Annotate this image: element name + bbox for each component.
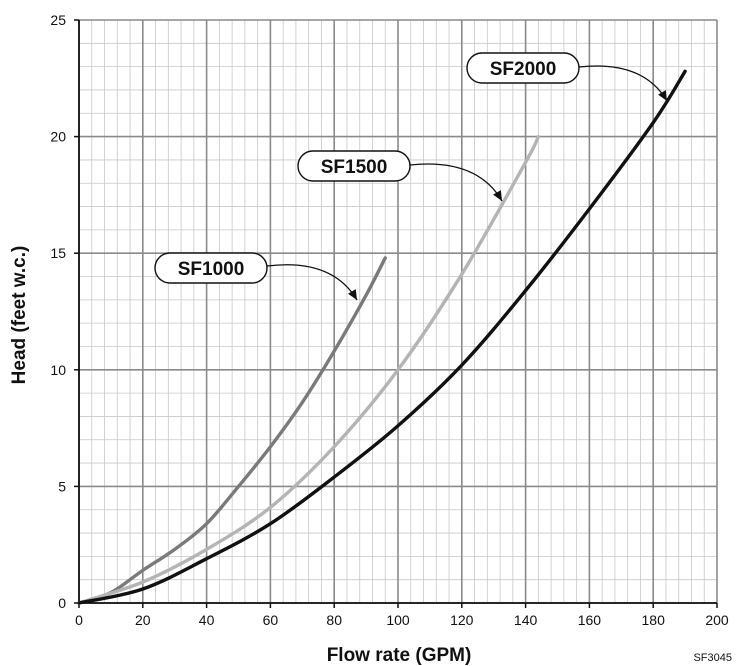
- callout-box-sf1500: [297, 150, 411, 182]
- callout-sf2000: SF2000: [466, 52, 668, 102]
- callout-arrow-sf1000: [266, 264, 358, 301]
- y-tick-label: 5: [58, 478, 66, 494]
- x-tick-label: 100: [386, 612, 410, 628]
- callout-sf1500: SF1500: [297, 150, 503, 202]
- x-tick-label: 120: [450, 612, 474, 628]
- x-tick-label: 40: [199, 612, 215, 628]
- series-callouts: SF1000 SF1500 SF2000: [154, 52, 668, 301]
- y-axis-title: Head (feet w.c.): [9, 246, 30, 385]
- major-gridlines: [78, 19, 718, 604]
- arrowhead-icon: [493, 190, 502, 201]
- callout-sf1000: SF1000: [154, 252, 358, 301]
- x-tick-label: 160: [578, 612, 602, 628]
- arrowhead-icon: [348, 289, 357, 300]
- arrowhead-icon: [658, 90, 667, 101]
- axes: [74, 19, 718, 608]
- x-tick-labels: 0 20 40 60 80 100 120 140 160 180 200: [75, 612, 729, 628]
- callout-box-sf2000: [466, 52, 580, 84]
- y-tick-labels: 0 5 10 15 20 25: [50, 12, 66, 611]
- callout-box-sf1000: [154, 252, 268, 284]
- x-tick-label: 180: [642, 612, 666, 628]
- callout-label-sf1000: SF1000: [178, 259, 245, 280]
- figure-code-label: SF3045: [693, 652, 732, 664]
- y-tick-label: 0: [58, 595, 66, 611]
- x-tick-label: 200: [705, 612, 729, 628]
- data-series: [77, 69, 687, 605]
- x-tick-label: 60: [263, 612, 279, 628]
- callout-label-sf2000: SF2000: [490, 59, 557, 80]
- y-tick-label: 15: [50, 245, 66, 261]
- y-tick-label: 10: [50, 362, 66, 378]
- x-tick-label: 80: [326, 612, 342, 628]
- series-line-sf1000: [77, 256, 387, 605]
- callout-arrow-sf1500: [409, 163, 503, 202]
- x-tick-label: 140: [514, 612, 538, 628]
- series-line-sf1500: [77, 134, 541, 605]
- series-line-sf2000: [77, 69, 687, 605]
- callout-label-sf1500: SF1500: [321, 157, 388, 178]
- y-tick-label: 20: [50, 129, 66, 145]
- y-tick-label: 25: [50, 12, 66, 28]
- x-tick-label: 0: [75, 612, 83, 628]
- x-tick-label: 20: [135, 612, 151, 628]
- x-axis-title: Flow rate (GPM): [327, 645, 472, 666]
